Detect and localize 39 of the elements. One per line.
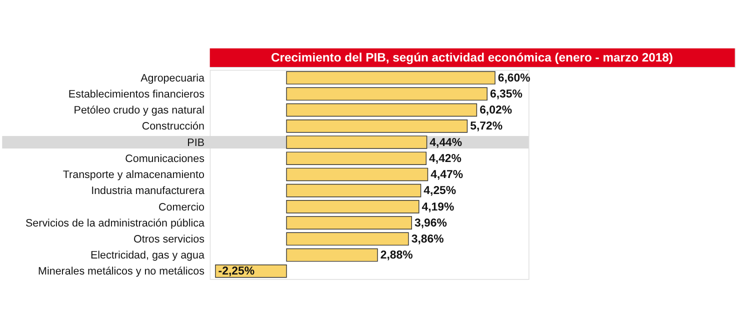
bar <box>286 200 420 214</box>
bar <box>286 152 427 165</box>
y-tick-label: Minerales metálicos y no metálicos <box>38 266 204 278</box>
y-tick-label: Comunicaciones <box>125 152 204 165</box>
y-tick-label: Otros servicios <box>134 233 204 246</box>
y-tick-label: Transporte y almacenamiento <box>62 169 205 182</box>
y-tick-label: Electricidad, gas y agua <box>90 250 204 262</box>
y-tick-label: Industria manufacturera <box>91 185 205 198</box>
data-label: 4,25% <box>424 185 456 198</box>
bar <box>286 232 409 246</box>
data-label: 5,72% <box>470 120 503 133</box>
bar <box>286 168 428 182</box>
y-tick-label: Construcción <box>142 120 204 133</box>
data-label: 6,35% <box>490 88 522 100</box>
y-tick-label: Establecimientos financieros <box>68 88 204 100</box>
data-label: 4,19% <box>422 201 454 214</box>
y-tick-label: Comercio <box>158 201 205 214</box>
data-label: 4,47% <box>430 169 464 182</box>
data-label: 6,02% <box>480 104 512 117</box>
bar <box>286 136 428 149</box>
data-label: 4,44% <box>430 136 462 149</box>
data-label: -2,25% <box>218 266 255 278</box>
bar <box>286 184 422 198</box>
data-label: 3,96% <box>414 217 447 230</box>
bar <box>286 87 488 101</box>
bar <box>286 216 412 230</box>
data-label: 4,42% <box>429 152 462 165</box>
y-tick-label: PIB <box>187 136 204 149</box>
y-tick-label: Agropecuaria <box>140 72 205 84</box>
bar <box>286 119 468 133</box>
y-tick-label: Petóleo crudo y gas natural <box>74 104 204 117</box>
bar <box>286 103 478 117</box>
bar <box>286 71 496 84</box>
bar <box>286 248 378 262</box>
data-label: 2,88% <box>380 250 413 262</box>
data-label: 3,86% <box>411 233 444 246</box>
data-label: 6,60% <box>498 72 530 84</box>
chart-title: Crecimiento del PIB, según actividad económica (enero - marzo 2018) <box>271 50 673 64</box>
y-tick-label: Servicios de la administración pública <box>25 217 205 230</box>
